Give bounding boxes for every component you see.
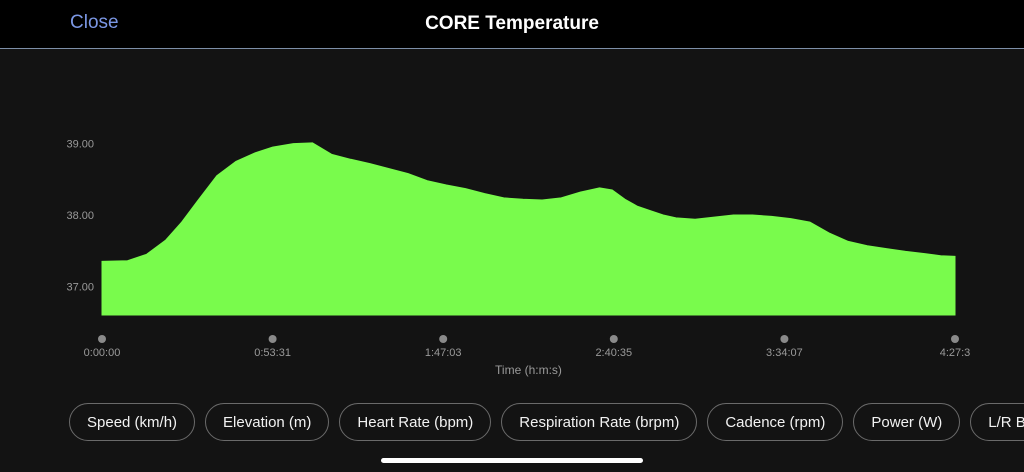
y-tick-label: 37.00	[66, 281, 94, 293]
x-tick-label: 0:00:00	[84, 347, 121, 359]
y-tick-label: 38.00	[66, 210, 94, 222]
y-tick-label: 39.00	[66, 139, 94, 151]
x-tick-dot	[439, 335, 448, 343]
x-tick-dot	[609, 335, 618, 343]
x-tick-dot	[98, 335, 106, 343]
metric-tab[interactable]: Cadence (rpm)	[707, 403, 844, 441]
close-button[interactable]: Close	[70, 12, 119, 33]
top-bar: Close CORE Temperature	[0, 0, 1024, 49]
temperature-area	[101, 142, 956, 316]
x-tick-label: 1:47:03	[425, 347, 462, 359]
metric-tab[interactable]: Elevation (m)	[205, 403, 330, 441]
metric-tab[interactable]: Power (W)	[853, 403, 961, 441]
x-tick-label: 3:34:07	[766, 347, 803, 359]
x-tick-label: 4:27:3	[940, 347, 971, 359]
x-tick-label: 2:40:35	[595, 347, 632, 359]
x-tick-dot	[780, 335, 789, 343]
metric-tab[interactable]: Respiration Rate (brpm)	[501, 403, 698, 441]
core-temperature-chart: 37.00 38.00 39.00 0:00:00 0:53:31 1:47:03 2:40…	[0, 50, 1024, 390]
home-indicator[interactable]	[381, 458, 643, 463]
x-tick-dot	[268, 335, 277, 343]
x-tick-dot	[951, 335, 959, 343]
x-axis-title: Time (h:m:s)	[495, 363, 562, 377]
chart-svg: 37.00 38.00 39.00 0:00:00 0:53:31 1:47:03 2:40…	[66, 139, 971, 377]
x-tick-label: 0:53:31	[254, 347, 291, 359]
metric-tab[interactable]: L/R Ba	[970, 403, 1024, 441]
metric-tabs: Speed (km/h) Elevation (m) Heart Rate (bpm…	[69, 403, 1024, 443]
metric-tab[interactable]: Speed (km/h)	[69, 403, 196, 441]
page-title: CORE Temperature	[425, 13, 599, 34]
metric-tab[interactable]: Heart Rate (bpm)	[339, 403, 492, 441]
